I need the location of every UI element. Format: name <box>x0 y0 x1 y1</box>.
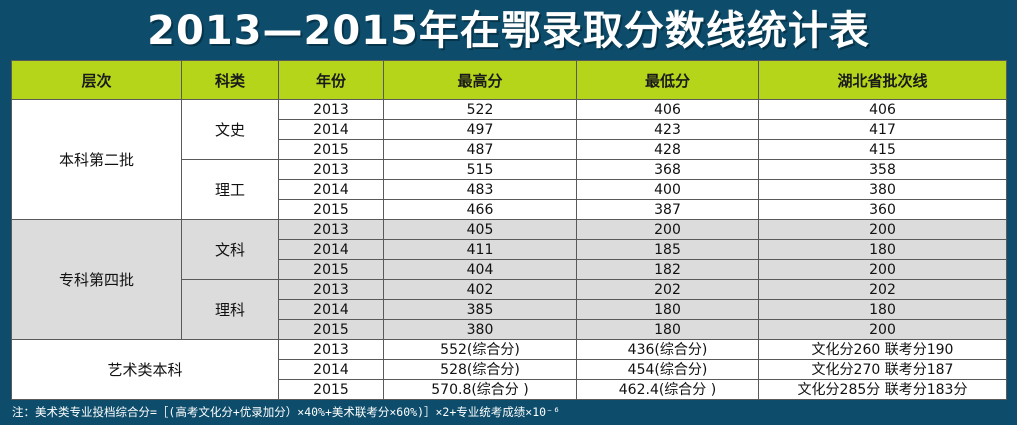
year-cell: 2013 <box>278 219 384 240</box>
min-cell: 185 <box>576 239 759 260</box>
min-cell: 202 <box>576 279 759 300</box>
line-cell: 180 <box>758 299 1007 320</box>
max-cell: 402 <box>383 279 577 300</box>
line-cell: 380 <box>758 179 1007 200</box>
min-cell: 200 <box>576 219 759 240</box>
min-cell: 428 <box>576 139 759 160</box>
table-row: 2014 385 180 180 <box>12 299 1007 320</box>
year-cell: 2013 <box>278 159 384 180</box>
year-cell: 2013 <box>278 279 384 300</box>
table-row: 理科 2013 402 202 202 <box>12 279 1007 340</box>
year-cell: 2015 <box>278 379 384 400</box>
line-cell: 文化分260 联考分190 <box>758 339 1007 360</box>
line-cell: 202 <box>758 279 1007 300</box>
max-cell: 528(综合分) <box>383 359 577 380</box>
level-cell: 专科第四批 <box>11 219 182 340</box>
track-cell: 文科 <box>181 219 279 280</box>
year-cell: 2015 <box>278 319 384 340</box>
max-cell: 487 <box>383 139 577 160</box>
min-cell: 454(综合分) <box>576 359 759 380</box>
max-cell: 466 <box>383 199 577 220</box>
line-cell: 360 <box>758 199 1007 220</box>
year-cell: 2015 <box>278 199 384 220</box>
max-cell: 405 <box>383 219 577 240</box>
year-cell: 2014 <box>278 239 384 260</box>
line-cell: 200 <box>758 219 1007 240</box>
header-year: 年份 <box>278 60 384 100</box>
year-cell: 2013 <box>278 339 384 360</box>
table-row: 艺术类本科 2013 552(综合分) 436(综合分) 文化分260 联考分1… <box>11 339 1007 400</box>
table-row: 专科第四批 文科 2013 405 200 200 <box>11 219 1007 340</box>
min-cell: 180 <box>576 319 759 340</box>
max-cell: 411 <box>383 239 577 260</box>
year-cell: 2015 <box>278 259 384 280</box>
year-cell: 2014 <box>278 179 384 200</box>
level-cell: 本科第二批 <box>11 99 182 220</box>
line-cell: 文化分270 联考分187 <box>758 359 1007 380</box>
max-cell: 552(综合分) <box>383 339 577 360</box>
header-row: 层次 科类 年份 最高分 最低分 湖北省批次线 <box>11 60 1007 100</box>
max-cell: 497 <box>383 119 577 140</box>
max-cell: 570.8(综合分 ) <box>383 379 577 400</box>
min-cell: 387 <box>576 199 759 220</box>
score-table: 层次 科类 年份 最高分 最低分 湖北省批次线 本科第二批 文史 2013 52… <box>11 60 1007 400</box>
min-cell: 368 <box>576 159 759 180</box>
line-cell: 文化分285分 联考分183分 <box>758 379 1007 400</box>
min-cell: 400 <box>576 179 759 200</box>
level-cell: 艺术类本科 <box>11 339 279 400</box>
min-cell: 406 <box>576 99 759 120</box>
max-cell: 522 <box>383 99 577 120</box>
year-cell: 2014 <box>278 119 384 140</box>
footnote: 注：美术类专业投档综合分=［(高考文化分+优录加分）×40%+美术联考分×60%… <box>12 405 560 419</box>
header-min: 最低分 <box>576 60 759 100</box>
header-track: 科类 <box>181 60 279 100</box>
max-cell: 380 <box>383 319 577 340</box>
line-cell: 358 <box>758 159 1007 180</box>
table-row: 2014 528(综合分) 454(综合分) 文化分270 联考分187 <box>12 359 1007 380</box>
table-row: 2014 411 185 180 <box>12 239 1007 260</box>
line-cell: 180 <box>758 239 1007 260</box>
header-level: 层次 <box>11 60 182 100</box>
table-row: 2015 466 387 360 <box>12 199 1007 220</box>
min-cell: 436(综合分) <box>576 339 759 360</box>
table-row: 2015 404 182 200 <box>12 259 1007 280</box>
page-title: 2013—2015年在鄂录取分数线统计表 <box>147 8 870 54</box>
line-cell: 415 <box>758 139 1007 160</box>
header-line: 湖北省批次线 <box>758 60 1007 100</box>
max-cell: 515 <box>383 159 577 180</box>
year-cell: 2014 <box>278 299 384 320</box>
min-cell: 180 <box>576 299 759 320</box>
table-row: 2015 380 180 200 <box>12 319 1007 340</box>
header-max: 最高分 <box>383 60 577 100</box>
max-cell: 483 <box>383 179 577 200</box>
year-cell: 2015 <box>278 139 384 160</box>
track-cell: 理科 <box>181 279 279 340</box>
table-row: 本科第二批 文史 2013 522 406 406 <box>11 99 1007 220</box>
year-cell: 2013 <box>278 99 384 120</box>
max-cell: 385 <box>383 299 577 320</box>
line-cell: 200 <box>758 259 1007 280</box>
line-cell: 406 <box>758 99 1007 120</box>
min-cell: 182 <box>576 259 759 280</box>
max-cell: 404 <box>383 259 577 280</box>
year-cell: 2014 <box>278 359 384 380</box>
track-cell: 理工 <box>181 159 279 220</box>
line-cell: 200 <box>758 319 1007 340</box>
min-cell: 423 <box>576 119 759 140</box>
line-cell: 417 <box>758 119 1007 140</box>
table-row: 2015 570.8(综合分 ) 462.4(综合分 ) 文化分285分 联考分… <box>12 379 1007 400</box>
track-cell: 文史 <box>181 99 279 160</box>
min-cell: 462.4(综合分 ) <box>576 379 759 400</box>
